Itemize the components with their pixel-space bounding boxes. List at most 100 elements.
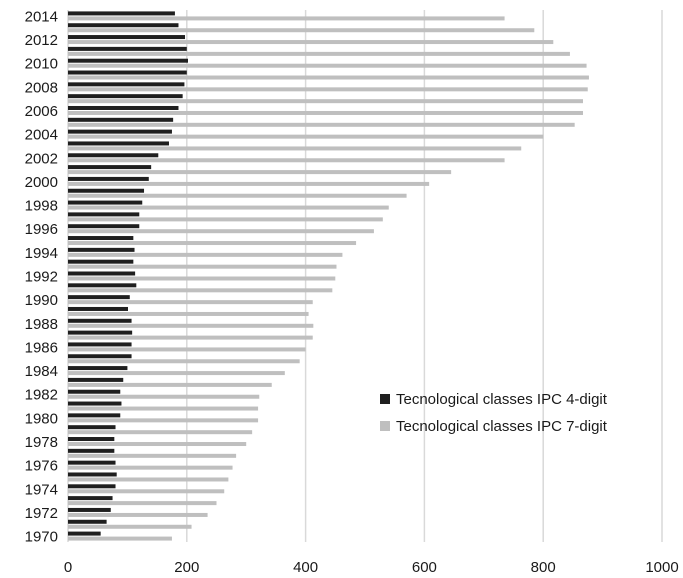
bar-7-digit-1979: [68, 430, 253, 435]
bar-7-digit-1988: [68, 323, 314, 328]
bar-4-digit-1974: [68, 484, 116, 489]
bar-4-digit-1975: [68, 472, 117, 477]
bar-7-digit-2012: [68, 40, 554, 45]
bar-4-digit-2012: [68, 35, 186, 40]
x-tick-label: 1000: [645, 559, 678, 576]
bar-4-digit-1992: [68, 271, 136, 276]
bar-7-digit-2007: [68, 99, 583, 104]
bar-4-digit-1995: [68, 236, 134, 241]
bar-4-digit-1989: [68, 306, 128, 311]
legend-swatch-4-digit: [380, 394, 390, 404]
bar-7-digit-2002: [68, 158, 505, 163]
bar-7-digit-1993: [68, 264, 337, 269]
bar-4-digit-2010: [68, 58, 188, 63]
bar-7-digit-2008: [68, 87, 588, 92]
bar-7-digit-2004: [68, 134, 544, 139]
bar-7-digit-1999: [68, 193, 407, 198]
bar-4-digit-2003: [68, 141, 169, 146]
bar-7-digit-1977: [68, 453, 237, 458]
bar-7-digit-1984: [68, 371, 285, 376]
bar-4-digit-2007: [68, 94, 183, 99]
gridlines: [67, 10, 663, 542]
y-tick-label: 2008: [25, 79, 58, 96]
bar-4-digit-1996: [68, 224, 140, 229]
bar-4-digit-1985: [68, 354, 132, 359]
bar-7-digit-1992: [68, 276, 336, 281]
bar-4-digit-2011: [68, 46, 187, 51]
bar-4-digit-1988: [68, 318, 132, 323]
bar-4-digit-2000: [68, 176, 149, 181]
y-tick-label: 2002: [25, 150, 58, 167]
bar-4-digit-2002: [68, 153, 159, 158]
y-tick-label: 1976: [25, 458, 58, 475]
y-tick-label: 2000: [25, 174, 58, 191]
y-tick-label: 1986: [25, 339, 58, 356]
y-tick-label: 1994: [25, 245, 58, 262]
bar-7-digit-1991: [68, 288, 333, 293]
bar-4-digit-1981: [68, 401, 122, 406]
bar-7-digit-1975: [68, 477, 229, 482]
bar-4-digit-2008: [68, 82, 185, 87]
bar-7-digit-1987: [68, 335, 313, 340]
bar-7-digit-1974: [68, 489, 225, 494]
legend: Tecnological classes IPC 4-digit Tecnolo…: [380, 391, 608, 435]
bar-7-digit-2010: [68, 63, 587, 68]
bar-7-digit-1970: [68, 536, 172, 541]
bar-7-digit-2013: [68, 28, 535, 33]
bar-7-digit-1980: [68, 418, 259, 423]
bar-7-digit-1976: [68, 465, 233, 470]
bar-7-digit-2014: [68, 16, 505, 21]
bar-7-digit-1983: [68, 382, 272, 387]
y-tick-label: 1990: [25, 292, 58, 309]
bar-4-digit-1978: [68, 437, 115, 442]
bar-7-digit-1973: [68, 501, 217, 506]
y-axis-tick-labels: 1970 1972 1974 1976 1978 1980 1982 1984 1986 1988…: [25, 8, 58, 545]
bar-4-digit-1972: [68, 507, 111, 512]
y-tick-label: 1996: [25, 221, 58, 238]
bar-4-digit-1973: [68, 496, 113, 501]
y-tick-label: 2010: [25, 56, 58, 73]
bar-7-digit-2000: [68, 181, 430, 186]
bar-4-digit-2009: [68, 70, 187, 75]
bar-4-digit-2013: [68, 23, 179, 28]
y-tick-label: 1998: [25, 198, 58, 215]
bar-4-digit-1998: [68, 200, 143, 205]
bar-4-digit-2014: [68, 11, 175, 16]
bar-7-digit-1986: [68, 347, 306, 352]
legend-label-4-digit: Tecnological classes IPC 4-digit: [396, 391, 608, 408]
bar-7-digit-1989: [68, 311, 309, 316]
bar-4-digit-1983: [68, 377, 124, 382]
bar-4-digit-1980: [68, 413, 121, 418]
bar-7-digit-1985: [68, 359, 300, 364]
y-tick-label: 1978: [25, 434, 58, 451]
y-tick-label: 1970: [25, 529, 58, 546]
y-tick-label: 1972: [25, 505, 58, 522]
bar-4-digit-2005: [68, 117, 174, 122]
bar-7-digit-1982: [68, 394, 260, 399]
bar-7-digit-1981: [68, 406, 259, 411]
legend-label-7-digit: Tecnological classes IPC 7-digit: [396, 418, 608, 435]
bar-4-digit-1990: [68, 295, 130, 300]
legend-swatch-7-digit: [380, 421, 390, 431]
bar-4-digit-1984: [68, 366, 128, 371]
x-tick-label: 400: [293, 559, 318, 576]
bar-4-digit-1976: [68, 460, 116, 465]
y-tick-label: 1982: [25, 387, 58, 404]
x-tick-label: 200: [174, 559, 199, 576]
bar-7-digit-2001: [68, 170, 452, 175]
bar-4-digit-1994: [68, 247, 135, 252]
bar-4-digit-1999: [68, 188, 145, 193]
bar-4-digit-1991: [68, 283, 137, 288]
bar-4-digit-2001: [68, 165, 152, 170]
bar-7-digit-2011: [68, 51, 570, 56]
bar-4-digit-1997: [68, 212, 140, 217]
bar-7-digit-1978: [68, 442, 247, 447]
bar-4-digit-1970: [68, 531, 101, 536]
y-tick-label: 1988: [25, 316, 58, 333]
bar-7-digit-1994: [68, 252, 343, 257]
bar-7-digit-1990: [68, 300, 313, 305]
x-axis-tick-labels: 0 200 400 600 800 1000: [64, 559, 679, 576]
bar-7-digit-2005: [68, 122, 575, 127]
y-tick-label: 2012: [25, 32, 58, 49]
